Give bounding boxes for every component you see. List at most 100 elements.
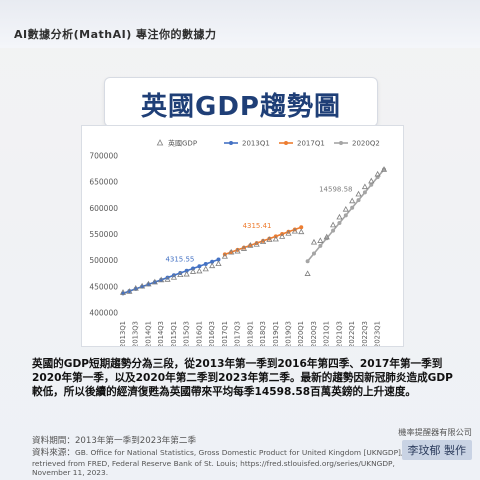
trend-point	[331, 228, 336, 233]
credit-block: 機率提醒器有限公司 李玟郁 製作	[362, 426, 472, 460]
x-tick-label: 2020Q3	[310, 321, 318, 346]
slope-label-2017Q1: 4315.41	[243, 222, 272, 230]
actual-gdp-marker	[196, 267, 203, 274]
actual-gdp-marker	[374, 170, 381, 177]
actual-gdp-marker	[189, 268, 197, 274]
actual-gdp-marker	[145, 280, 152, 287]
actual-gdp-marker	[355, 190, 362, 197]
y-tick-label: 700000	[89, 152, 118, 161]
x-tick-label: 2021Q3	[335, 321, 343, 346]
actual-gdp-marker	[317, 237, 324, 243]
legend-label-2013Q1: 2013Q1	[242, 140, 270, 148]
x-tick-label: 2019Q1	[272, 321, 280, 346]
data-period: 資料期間：2013年第一季到2023年第二季	[32, 436, 197, 446]
trend-point	[299, 225, 304, 230]
y-tick-label: 650000	[89, 178, 118, 187]
actual-gdp-marker	[336, 213, 343, 220]
actual-gdp-marker	[247, 242, 254, 248]
x-axis: 2013Q1 2013Q3 2014Q1 2014Q3 2015Q1 2015Q3 2016…	[119, 321, 382, 346]
actual-gdp-marker	[272, 235, 279, 242]
actual-gdp-marker	[253, 241, 260, 247]
trend-point	[343, 213, 348, 218]
actual-gdp-points	[119, 166, 388, 295]
maker-badge: 李玟郁 製作	[401, 440, 472, 460]
x-tick-label: 2014Q1	[144, 321, 152, 346]
actual-gdp-marker	[368, 177, 375, 184]
actual-gdp-marker	[183, 270, 190, 277]
actual-gdp-marker	[285, 230, 292, 236]
trend-point	[356, 198, 361, 203]
actual-gdp-marker	[221, 253, 228, 259]
source-label: 資料來源：	[32, 448, 75, 459]
gdp-chart: 英國GDP 2013Q1 2017Q1 2020Q2 400000 450000 5000…	[89, 139, 388, 346]
actual-gdp-marker	[279, 233, 286, 239]
legend-label-2017Q1: 2017Q1	[297, 140, 325, 148]
trend-point	[210, 259, 215, 264]
slope-label-2013Q1: 4315.55	[165, 255, 194, 263]
brand-text: AI數據分析(MathAI) 專注你的數據力	[14, 28, 217, 41]
trend-point	[350, 205, 355, 210]
actual-gdp-marker	[349, 197, 356, 204]
x-tick-label: 2018Q1	[246, 321, 254, 346]
actual-gdp-marker	[177, 271, 184, 277]
slope-annotations: 4315.55 4315.41 14598.58	[165, 185, 352, 263]
actual-gdp-marker	[119, 289, 127, 295]
legend-marker	[339, 141, 343, 145]
trend-point	[318, 243, 323, 248]
footer-meta: 資料期間：2013年第一季到2023年第二季 資料來源：GB. Office f…	[32, 436, 403, 478]
actual-gdp-marker	[323, 233, 330, 240]
trend-line-2013Q1	[122, 258, 219, 295]
y-tick-label: 550000	[89, 230, 118, 239]
page-title: 英國GDP趨勢圖	[141, 92, 341, 122]
x-tick-label: 2016Q3	[208, 321, 216, 346]
x-tick-label: 2020Q1	[297, 321, 305, 346]
description-text: 英國的GDP短期趨勢分為三段，從2013年第一季到2016年第四季、2017年第…	[32, 358, 453, 398]
chart-frame: 英國GDP 2013Q1 2017Q1 2020Q2 400000 450000 5000…	[81, 125, 404, 347]
x-tick-label: 2014Q3	[157, 321, 165, 346]
source-line-3: November 11, 2023.	[32, 468, 109, 478]
company-name: 機率提醒器有限公司	[398, 427, 472, 437]
actual-gdp-marker	[291, 227, 298, 234]
actual-gdp-marker	[164, 276, 171, 282]
x-tick-label: 2021Q1	[323, 321, 331, 346]
legend-marker	[284, 141, 288, 145]
actual-gdp-marker	[228, 248, 235, 255]
x-tick-label: 2015Q3	[183, 321, 191, 346]
trend-point	[311, 251, 316, 256]
actual-gdp-marker	[202, 265, 209, 272]
source-line-2: retrieved from FRED, Federal Reserve Ban…	[32, 458, 395, 468]
x-tick-label: 2019Q3	[285, 321, 293, 346]
y-axis: 400000 450000 500000 550000 600000 650000 7000…	[89, 152, 118, 318]
trend-point	[362, 190, 367, 195]
title-card: 英國GDP趨勢圖	[104, 77, 378, 127]
actual-gdp-marker	[151, 278, 158, 285]
trend-point	[216, 257, 221, 262]
actual-gdp-marker	[361, 183, 368, 190]
actual-gdp-marker	[209, 262, 216, 269]
actual-gdp-marker	[259, 238, 267, 245]
actual-gdp-marker	[158, 276, 165, 283]
actual-gdp-marker	[132, 284, 139, 291]
chart-legend: 英國GDP 2013Q1 2017Q1 2020Q2	[156, 139, 380, 148]
actual-gdp-marker	[215, 260, 222, 267]
actual-gdp-marker	[304, 270, 311, 276]
trend-point	[197, 264, 202, 269]
x-tick-label: 2023Q1	[374, 321, 382, 346]
header-band	[0, 0, 480, 48]
trend-point	[184, 268, 189, 273]
actual-gdp-marker	[126, 288, 133, 294]
actual-gdp-marker	[234, 247, 241, 254]
y-tick-label: 450000	[89, 282, 118, 291]
x-tick-label: 2015Q1	[170, 321, 178, 346]
actual-gdp-marker	[240, 245, 248, 251]
y-tick-label: 400000	[89, 309, 118, 318]
actual-gdp-marker	[170, 273, 178, 280]
actual-gdp-marker	[342, 205, 349, 212]
legend-marker	[229, 141, 233, 145]
trend-point	[337, 220, 342, 225]
x-tick-label: 2022Q1	[348, 321, 356, 346]
actual-gdp-marker	[298, 228, 305, 235]
actual-gdp-marker	[266, 236, 273, 242]
y-tick-label: 600000	[89, 204, 118, 213]
x-tick-label: 2013Q3	[132, 321, 140, 346]
